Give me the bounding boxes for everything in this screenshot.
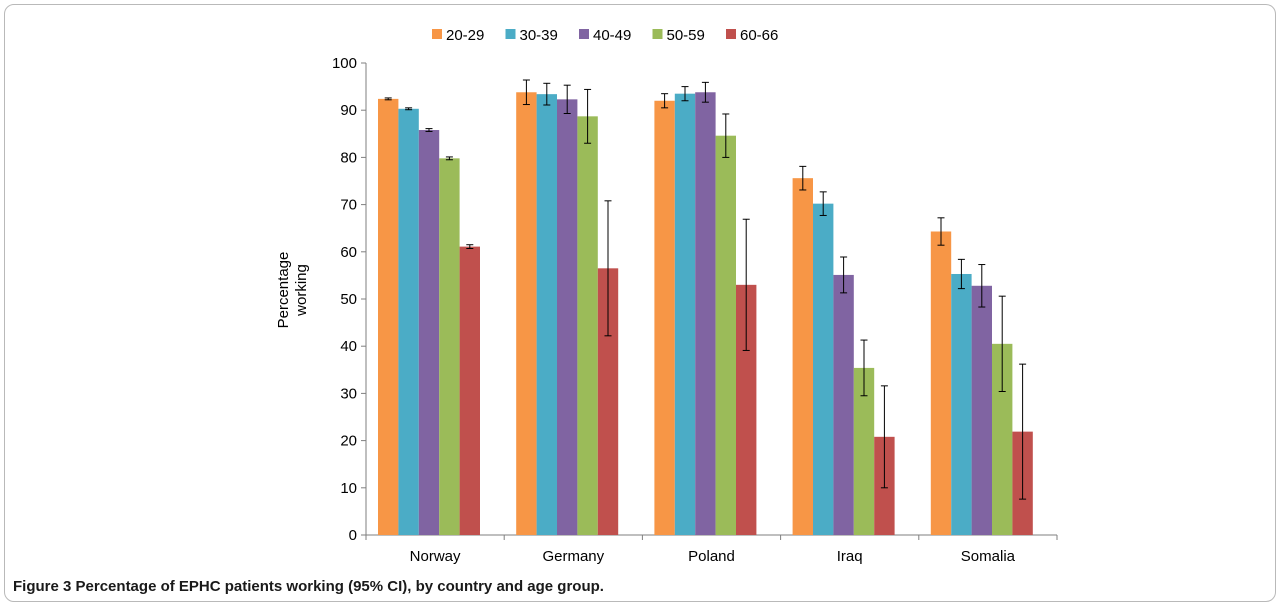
bar	[736, 284, 757, 535]
bar	[516, 92, 537, 535]
y-tick-label: 80	[340, 149, 357, 166]
x-tick-label: Iraq	[837, 548, 863, 565]
legend: 20-29 30-39 40-49 50-59 60-66	[432, 27, 778, 44]
legend-swatch	[726, 29, 736, 39]
legend-label: 40-49	[593, 27, 631, 44]
legend-swatch	[652, 29, 663, 39]
bar	[695, 92, 716, 535]
y-tick-label: 60	[340, 244, 357, 261]
bar	[378, 98, 399, 535]
legend-swatch	[432, 29, 442, 39]
bar	[833, 274, 854, 535]
bar	[930, 231, 952, 535]
legend-swatch	[579, 29, 589, 39]
bars	[378, 92, 1033, 536]
error-bars	[384, 79, 1027, 500]
bar	[577, 116, 598, 535]
bar	[398, 108, 419, 535]
bar	[557, 99, 578, 536]
x-tick-labels: Norway Germany Poland Iraq Somalia	[410, 548, 1016, 565]
x-tick-label: Germany	[542, 548, 604, 565]
legend-label: 50-59	[667, 27, 705, 44]
bar	[853, 367, 875, 535]
x-tick-label: Somalia	[961, 548, 1016, 565]
bar	[813, 203, 834, 535]
bar	[418, 130, 440, 536]
y-axis-title-line: working	[293, 264, 310, 317]
bar	[536, 94, 557, 535]
bar	[654, 100, 675, 535]
y-tick-label: 20	[340, 433, 357, 450]
y-tick-label: 70	[340, 197, 357, 214]
y-tick-label: 10	[340, 480, 357, 497]
bar	[597, 268, 619, 535]
caption-text: Percentage of EPHC patients working (95%…	[75, 578, 604, 595]
y-tick-labels: 0 10 20 30 40 50 60 70 80 90 100	[332, 55, 357, 544]
y-tick-label: 50	[340, 291, 357, 308]
legend-label: 60-66	[740, 27, 778, 44]
bar	[439, 158, 460, 535]
legend-label: 30-39	[520, 27, 558, 44]
bar	[674, 93, 696, 536]
bar	[459, 246, 480, 535]
bar	[792, 178, 813, 535]
y-tick-label: 30	[340, 385, 357, 402]
legend-swatch	[505, 29, 516, 39]
caption-label: Figure 3	[13, 578, 72, 595]
figure-caption: Figure 3 Percentage of EPHC patients wor…	[13, 578, 604, 595]
bar	[992, 343, 1013, 535]
bar	[715, 135, 736, 536]
x-tick-label: Poland	[688, 548, 735, 565]
legend-label: 20-29	[446, 27, 484, 44]
bar	[971, 285, 992, 535]
y-tick-label: 0	[349, 527, 357, 544]
x-tick-label: Norway	[410, 548, 461, 565]
y-axis-title-line: Percentage	[275, 252, 292, 329]
figure-frame	[4, 4, 1276, 602]
bar	[951, 273, 972, 535]
y-axis-label: Percentage working	[275, 252, 310, 329]
y-tick-label: 100	[332, 55, 357, 72]
y-tick-label: 90	[340, 102, 357, 119]
y-tick-label: 40	[340, 338, 357, 355]
